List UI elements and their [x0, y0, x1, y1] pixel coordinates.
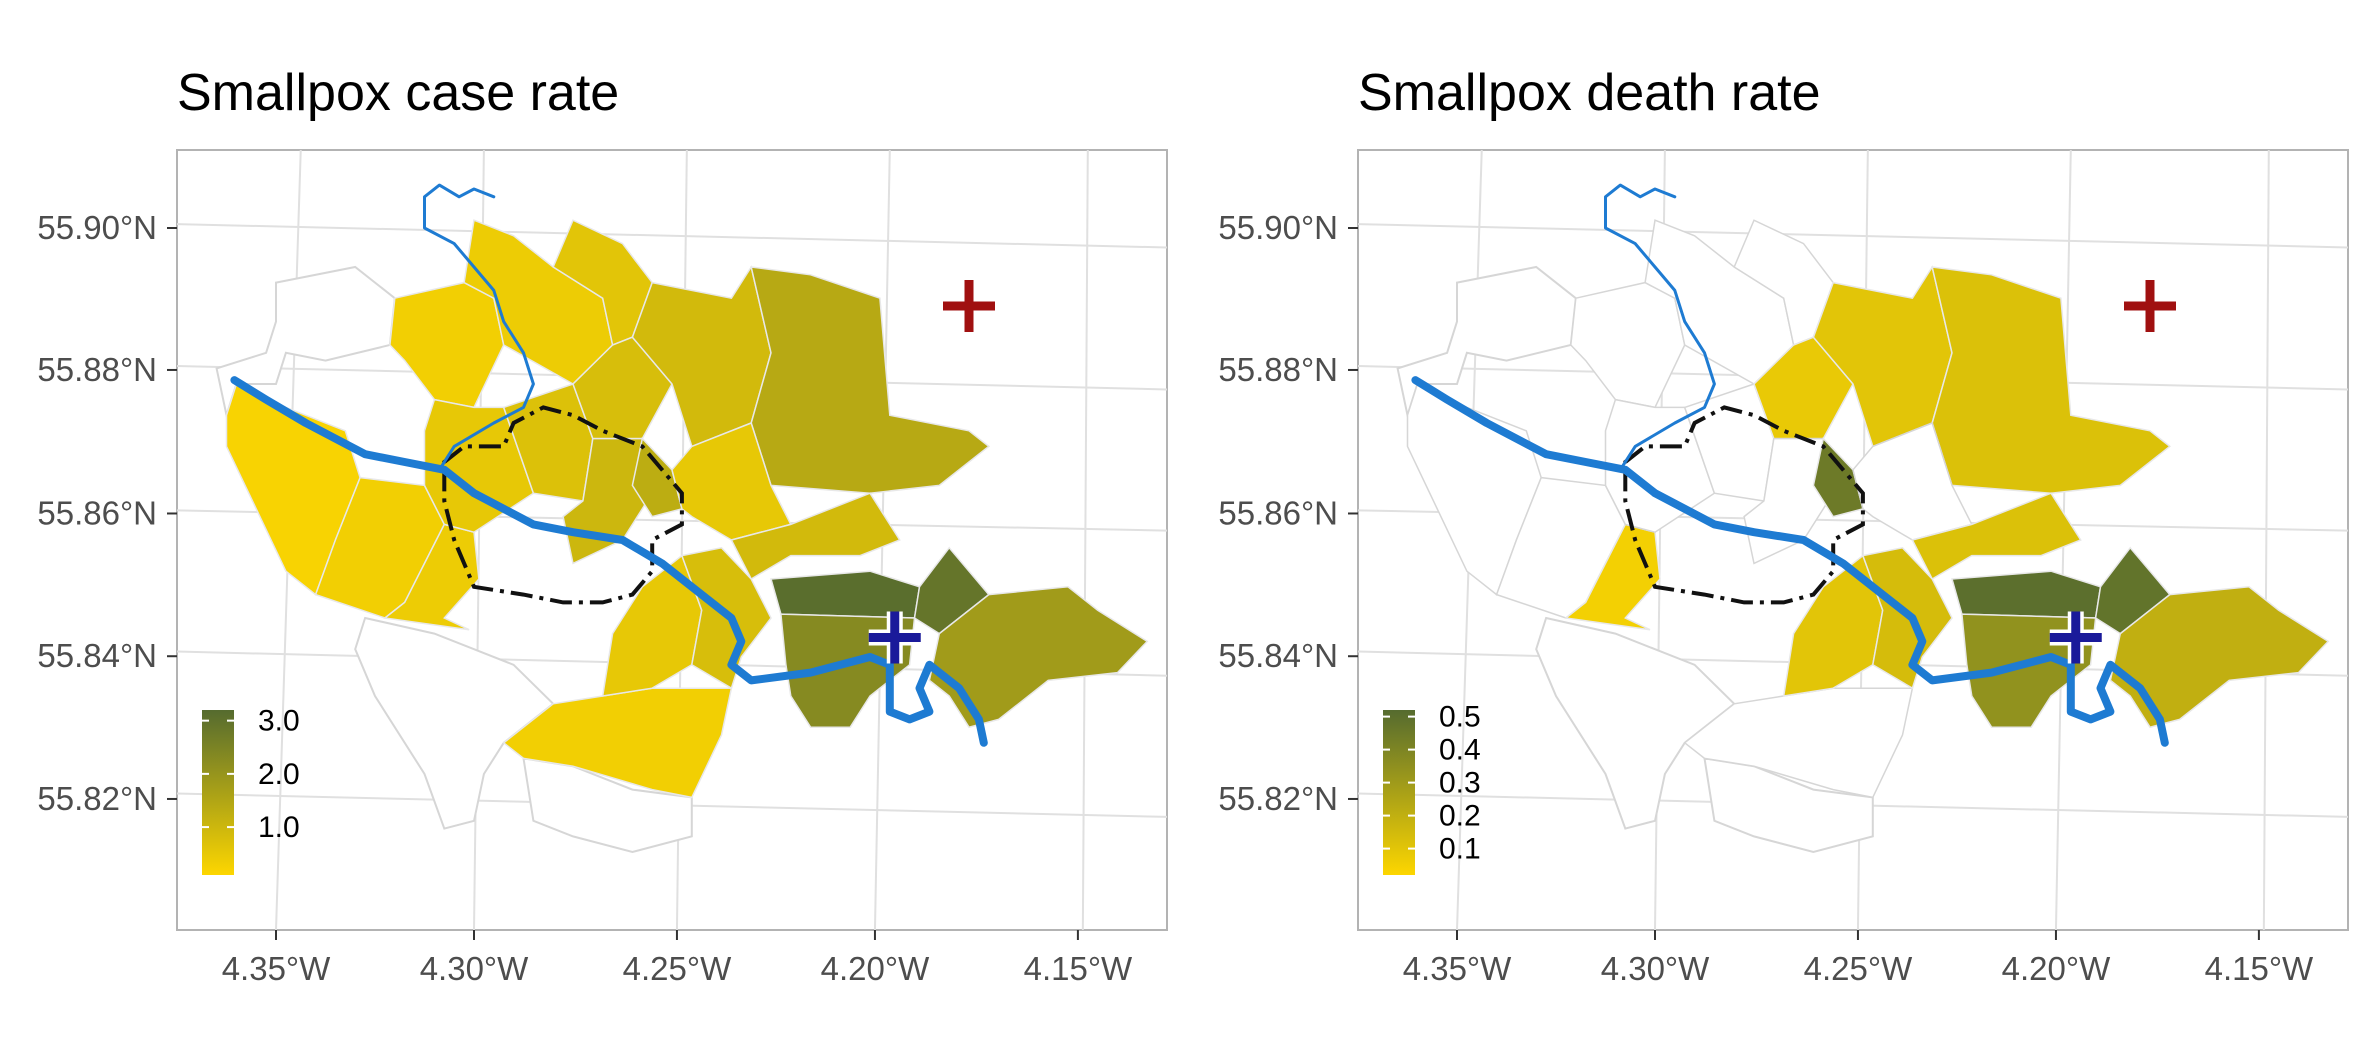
grid-line-lat: [1357, 223, 2349, 249]
river-tributary: [1604, 183, 1716, 472]
district-southeast-4: [928, 586, 1149, 729]
map-panel-2: Smallpox death rate 4.35°W 4.30°W 4.25°W 4.2…: [1218, 64, 2349, 987]
map-title: Smallpox death rate: [1358, 64, 1821, 122]
marker-blue-cross: [868, 611, 921, 664]
grid-line-lon: [1081, 149, 1089, 931]
map-panel-1: Smallpox case rate 4.35°W 4.30°W 4.25°W 4.20…: [37, 64, 1168, 987]
district-east-2: [730, 492, 901, 581]
legend-label: 0.4: [1439, 734, 1481, 767]
marker-red-cross: [943, 280, 995, 332]
y-tick-label: 55.86°N: [1218, 494, 1338, 531]
legend-label: 0.3: [1439, 767, 1481, 800]
district-southeast-4: [2109, 586, 2330, 729]
grid-line-lat: [176, 223, 1168, 249]
grid-line-lon: [2262, 149, 2270, 931]
map-title: Smallpox case rate: [177, 64, 619, 122]
y-tick-label: 55.84°N: [1218, 637, 1338, 674]
y-tick-label: 55.84°N: [37, 637, 157, 674]
district-outline: [354, 616, 555, 830]
x-tick-label: 4.20°W: [2002, 950, 2111, 987]
x-tick-label: 4.35°W: [1403, 950, 1512, 987]
district-south-1: [502, 687, 733, 799]
district-southeast-2: [2094, 546, 2171, 635]
district-east-2: [1911, 492, 2082, 581]
y-tick-label: 55.82°N: [37, 780, 157, 817]
legend-colorbar: [202, 710, 234, 875]
legend-label: 3.0: [258, 705, 300, 738]
district-outline: [522, 757, 693, 854]
x-tick-label: 4.25°W: [1804, 950, 1913, 987]
y-tick-label: 55.90°N: [37, 209, 157, 246]
legend-label: 0.5: [1439, 701, 1481, 734]
river-main: [1411, 376, 2169, 747]
district-west-3: [383, 523, 480, 631]
marker-red-cross: [2124, 280, 2176, 332]
district-northeast-2: [1931, 266, 2172, 494]
legend-label: 1.0: [258, 811, 300, 844]
x-tick-label: 4.35°W: [222, 950, 331, 987]
ring-boundary: [442, 405, 684, 605]
legend-colorbar: [1383, 710, 1415, 875]
district-northeast-2: [750, 266, 991, 494]
district-outline: [1703, 757, 1874, 854]
y-tick-label: 55.88°N: [1218, 351, 1338, 388]
legend-label: 0.1: [1439, 833, 1481, 866]
x-tick-label: 4.25°W: [623, 950, 732, 987]
legend-label: 2.0: [258, 758, 300, 791]
river-tributary: [423, 183, 535, 472]
marker-blue-cross: [2049, 611, 2102, 664]
district-central-1: [1604, 398, 1716, 534]
district-central-1: [423, 398, 535, 534]
y-tick-label: 55.90°N: [1218, 209, 1338, 246]
legend-label: 0.2: [1439, 800, 1481, 833]
district-west-3: [1564, 523, 1661, 631]
x-tick-label: 4.15°W: [2205, 950, 2314, 987]
district-southeast-2: [913, 546, 990, 635]
x-tick-label: 4.15°W: [1024, 950, 1133, 987]
x-tick-label: 4.30°W: [1601, 950, 1710, 987]
district-south-1: [1683, 687, 1914, 799]
y-tick-label: 55.88°N: [37, 351, 157, 388]
x-tick-label: 4.30°W: [420, 950, 529, 987]
district-outline: [1535, 616, 1736, 830]
x-tick-label: 4.20°W: [821, 950, 930, 987]
y-tick-label: 55.86°N: [37, 494, 157, 531]
ring-boundary: [1623, 405, 1865, 605]
river-main: [230, 376, 988, 747]
y-tick-label: 55.82°N: [1218, 780, 1338, 817]
